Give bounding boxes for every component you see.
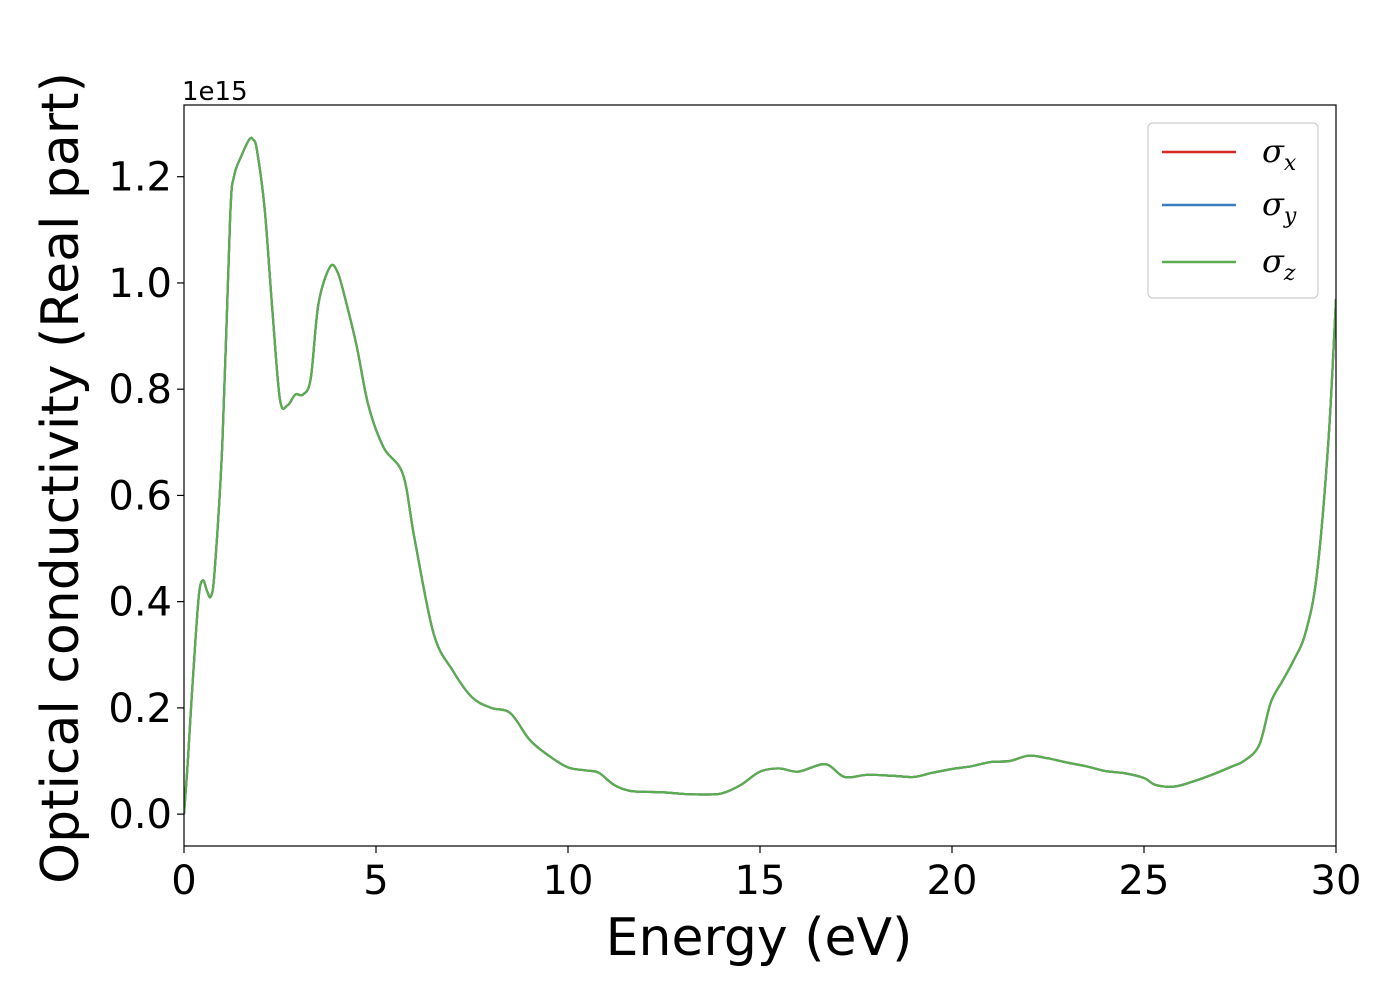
y-tick-label: 0.4 xyxy=(108,580,172,626)
x-tick-label: 30 xyxy=(1311,858,1362,904)
y-tick-label: 1.0 xyxy=(108,261,172,307)
y-offset-text: 1e15 xyxy=(182,77,248,107)
legend-label-x: σx xyxy=(1262,132,1297,176)
y-tick-label: 0.2 xyxy=(108,686,172,732)
y-tick-label: 0.0 xyxy=(108,792,172,838)
legend-box xyxy=(1147,122,1319,299)
y-tick-label: 1.2 xyxy=(108,155,172,201)
x-tick-label: 20 xyxy=(927,858,978,904)
x-tick-label: 10 xyxy=(543,858,594,904)
legend: σx σy σz xyxy=(1147,122,1319,299)
series-line-z xyxy=(184,136,1336,815)
plot-area xyxy=(184,136,1336,815)
x-tick-label: 0 xyxy=(171,858,196,904)
x-axis-title: Energy (eV) xyxy=(606,908,913,968)
legend-label-y: σy xyxy=(1262,185,1297,229)
y-tick-label: 0.8 xyxy=(108,367,172,413)
x-tick-label: 5 xyxy=(363,858,388,904)
y-tick-label: 0.6 xyxy=(108,473,172,519)
legend-label-z: σz xyxy=(1262,242,1296,286)
x-tick-label: 15 xyxy=(735,858,786,904)
axes: 0 5 10 15 20 25 30 0.0 0.2 0.4 0.6 0.8 1.0 1.2 xyxy=(108,104,1362,904)
x-tick-label: 25 xyxy=(1119,858,1170,904)
y-axis-title: Optical conductivity (Real part) xyxy=(31,72,91,884)
